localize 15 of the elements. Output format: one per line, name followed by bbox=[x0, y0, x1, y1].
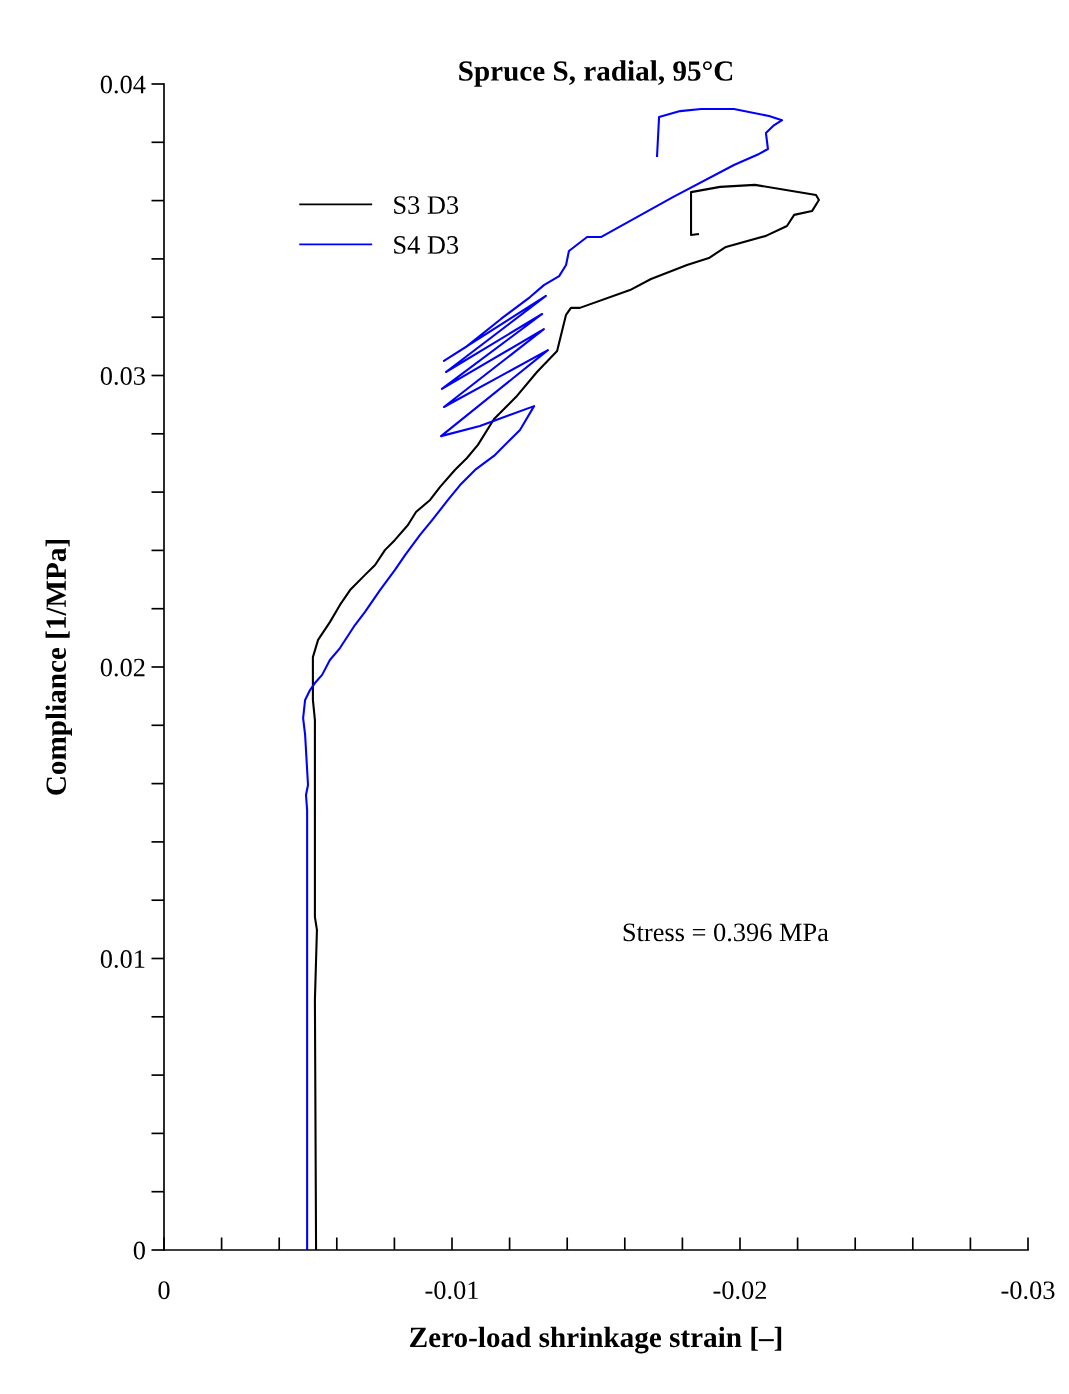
y-axis-title: Compliance [1/MPa] bbox=[45, 539, 72, 795]
x-tick-label: -0.03 bbox=[1001, 1281, 1055, 1300]
legend-label: S3 D3 bbox=[394, 196, 459, 214]
y-tick-label: 0 bbox=[133, 1241, 145, 1260]
x-tick-label: -0.02 bbox=[713, 1281, 767, 1300]
y-tick-label: 0.03 bbox=[100, 367, 145, 386]
annotation: Stress = 0.396 MPa bbox=[623, 923, 829, 942]
y-tick-label: 0.01 bbox=[100, 950, 145, 969]
x-tick-label: -0.01 bbox=[425, 1281, 478, 1300]
x-tick-label: 0 bbox=[158, 1281, 170, 1300]
chart-title: Spruce S, radial, 95°C bbox=[459, 60, 733, 87]
legend-label: S4 D3 bbox=[394, 236, 459, 254]
x-axis-title: Zero-load shrinkage strain [–] bbox=[410, 1326, 782, 1354]
y-tick-label: 0.02 bbox=[100, 658, 145, 677]
y-tick-label: 0.04 bbox=[100, 75, 146, 94]
